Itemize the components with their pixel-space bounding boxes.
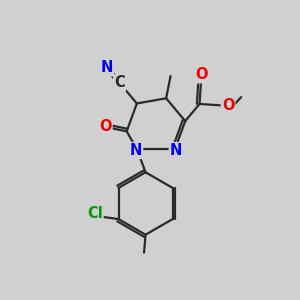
Text: N: N	[101, 60, 113, 75]
Text: N: N	[170, 143, 182, 158]
Text: C: C	[114, 76, 125, 91]
Text: Cl: Cl	[87, 206, 103, 221]
Text: O: O	[195, 68, 207, 82]
Text: O: O	[222, 98, 234, 113]
Text: N: N	[130, 143, 142, 158]
Text: O: O	[99, 119, 112, 134]
